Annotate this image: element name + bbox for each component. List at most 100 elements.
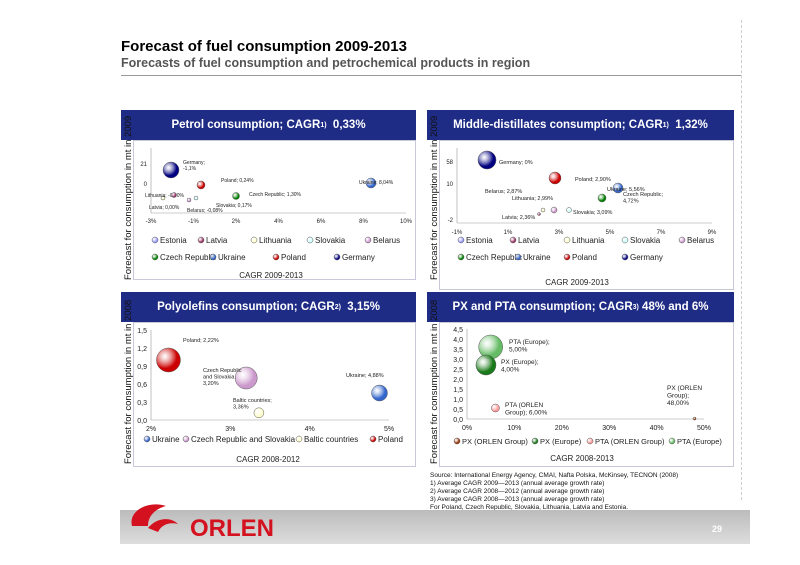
petrol-legend-marker bbox=[250, 236, 258, 244]
pxpta-y-tick-label: 2,0 bbox=[453, 377, 463, 384]
poly-point-circle bbox=[234, 366, 258, 390]
md-x-tick-label: -1% bbox=[452, 230, 463, 236]
pxpta-y-tick-label: 1,5 bbox=[453, 387, 463, 394]
pxpta-point-label: PX (Europe); 4,00% bbox=[501, 359, 539, 374]
md-legend-marker-circle bbox=[621, 253, 629, 261]
petrol-legend-marker bbox=[151, 253, 159, 261]
poly-y-tick-label: 0,0 bbox=[137, 418, 147, 425]
pxpta-y-tick-label: 0,0 bbox=[453, 417, 463, 424]
middle-distillates-panel: Middle-distillates consumption; CAGR 1) … bbox=[427, 110, 734, 290]
petrol-point-circle bbox=[232, 192, 240, 200]
pxpta-point bbox=[475, 354, 497, 376]
md-point-label: Czech Republic; 4,72% bbox=[623, 192, 664, 205]
petrol-legend-marker-circle bbox=[250, 236, 258, 244]
petrol-legend-marker-circle bbox=[151, 253, 159, 261]
footer-bar bbox=[120, 510, 750, 544]
pxpta-x-tick-label: 50% bbox=[697, 425, 711, 432]
polyolefins-panel: Polyolefins consumption; CAGR 2) 3,15% F… bbox=[121, 292, 416, 467]
petrol-legend-label: Lithuania bbox=[259, 236, 292, 245]
md-legend-label: Lithuania bbox=[572, 236, 605, 245]
petrol-legend-label: Latvia bbox=[206, 236, 228, 245]
pxpta-legend-label: PX (ORLEN Group) bbox=[462, 437, 528, 446]
petrol-x-tick-label: 10% bbox=[400, 219, 413, 225]
petrol-point bbox=[162, 161, 180, 179]
md-point-label: Germany; 0% bbox=[499, 160, 533, 166]
petrol-legend-marker bbox=[272, 253, 280, 261]
pxpta-legend-marker bbox=[531, 437, 539, 445]
petrol-point bbox=[186, 197, 192, 203]
petrol-point-label: Ukraine; 8,04% bbox=[359, 180, 394, 186]
md-legend-label: Slovakia bbox=[630, 236, 661, 245]
poly-point bbox=[253, 407, 265, 419]
pxpta-y-tick-label: 0,5 bbox=[453, 407, 463, 414]
pxpta-legend-marker bbox=[668, 437, 676, 445]
poly-x-tick-label: 5% bbox=[384, 426, 394, 433]
petrol-legend-marker bbox=[333, 253, 341, 261]
polyolefins-chart: 2% 3% 4% 5% 1,5 1,2 0,9 0,6 0,3 0,0 Poland; 2,22% C… bbox=[137, 328, 403, 464]
pxpta-point bbox=[491, 403, 500, 413]
md-legend-marker bbox=[457, 253, 465, 261]
poly-legend-marker-circle bbox=[143, 435, 151, 443]
petrol-chart-title: Petrol consumption; CAGR 1) 0,33% bbox=[121, 110, 416, 140]
pxpta-x-axis-label: CAGR 2008-2013 bbox=[550, 454, 614, 463]
px-pta-panel: PX and PTA consumption; CAGR 3) 48% and … bbox=[427, 292, 734, 467]
petrol-point bbox=[232, 192, 240, 200]
petrol-legend-marker-circle bbox=[272, 253, 280, 261]
pxpta-point bbox=[692, 416, 697, 421]
md-legend-marker-circle bbox=[563, 253, 571, 261]
pxpta-x-tick-label: 0% bbox=[462, 425, 472, 432]
page-subtitle: Forecasts of fuel consumption and petroc… bbox=[121, 56, 531, 70]
petrol-point bbox=[196, 180, 206, 190]
md-x-tick-label: 5% bbox=[606, 230, 615, 236]
poly-y-tick-label: 0,6 bbox=[137, 382, 147, 389]
poly-point bbox=[234, 366, 258, 390]
md-point-circle bbox=[612, 182, 624, 194]
pxpta-legend-marker-circle bbox=[668, 437, 676, 445]
poly-y-tick-label: 1,2 bbox=[137, 346, 147, 353]
md-legend-marker-circle bbox=[514, 253, 522, 261]
md-point bbox=[597, 193, 607, 203]
source-line: For Poland, Czech Republic, Slovakia, Li… bbox=[430, 504, 629, 511]
petrol-legend-label: Poland bbox=[281, 253, 306, 262]
petrol-point-circle bbox=[171, 192, 177, 198]
petrol-x-tick-label: -1% bbox=[188, 219, 199, 225]
petrol-legend-marker bbox=[364, 236, 372, 244]
md-point bbox=[537, 212, 541, 216]
petrol-point-circle bbox=[193, 195, 199, 201]
md-legend-marker bbox=[621, 253, 629, 261]
petrol-panel: Petrol consumption; CAGR 1) 0,33% Foreca… bbox=[121, 110, 416, 280]
md-point bbox=[612, 182, 624, 194]
md-x-tick-label: 9% bbox=[708, 230, 717, 236]
petrol-legend-marker bbox=[197, 236, 205, 244]
md-point bbox=[550, 206, 558, 214]
petrol-point bbox=[365, 177, 377, 189]
petrol-legend-label: Slovakia bbox=[315, 236, 346, 245]
md-point bbox=[566, 207, 572, 213]
petrol-legend-label: Germany bbox=[342, 253, 375, 262]
pxpta-point-circle bbox=[478, 334, 503, 360]
poly-point-label: Baltic countries; 3,36% bbox=[233, 398, 272, 411]
md-x-tick-label: 7% bbox=[657, 230, 666, 236]
pxpta-legend-marker-circle bbox=[586, 437, 594, 445]
pxpta-x-tick-label: 30% bbox=[602, 425, 616, 432]
source-notes: Source: International Energy Agency, CMA… bbox=[430, 472, 678, 512]
petrol-y-tick-label: 21 bbox=[140, 162, 147, 168]
petrol-x-tick-label: 2% bbox=[232, 219, 241, 225]
petrol-legend-marker bbox=[209, 253, 217, 261]
page-number: 29 bbox=[712, 524, 723, 534]
poly-legend-marker bbox=[182, 435, 190, 443]
poly-x-tick-label: 4% bbox=[305, 426, 315, 433]
md-point-label: Belarus; 2,87% bbox=[485, 189, 522, 195]
petrol-x-tick-label: 4% bbox=[274, 219, 283, 225]
petrol-point-label: Lithuania; -0,80% bbox=[145, 193, 184, 199]
petrol-legend-marker bbox=[306, 236, 314, 244]
md-legend-label: Ukraine bbox=[523, 253, 551, 262]
petrol-point-label: Belarus; -0,08% bbox=[187, 208, 223, 214]
md-legend-marker-circle bbox=[678, 236, 686, 244]
poly-y-tick-label: 0,9 bbox=[137, 364, 147, 371]
poly-x-tick-label: 3% bbox=[225, 426, 235, 433]
source-line: Source: International Energy Agency, CMA… bbox=[430, 472, 679, 479]
petrol-legend-marker-circle bbox=[197, 236, 205, 244]
petrol-y-tick-label: 0 bbox=[144, 182, 148, 188]
petrol-point-label: Poland; 0,24% bbox=[221, 178, 254, 184]
